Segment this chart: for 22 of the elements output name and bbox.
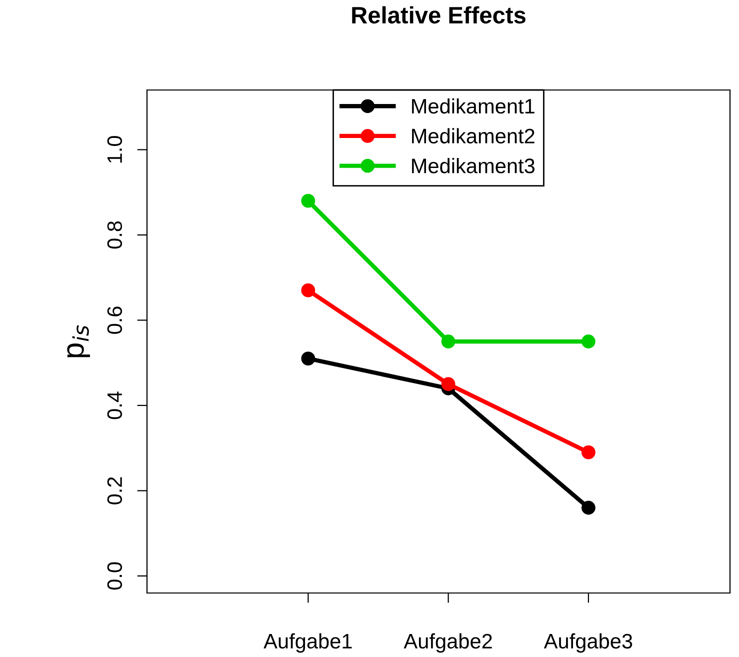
point [582, 334, 596, 348]
point [301, 352, 316, 366]
x-tick-label: Aufgabe2 [404, 633, 492, 653]
legend-label: Medikament1 [412, 98, 534, 114]
y-tick-label: 0.4 [107, 392, 122, 420]
point [301, 283, 316, 298]
chart-title: Relative Effects [352, 6, 526, 24]
point [441, 377, 456, 392]
point [301, 194, 316, 208]
point [441, 334, 456, 348]
y-tick-label: 0.0 [107, 562, 122, 590]
y-axis-title: p$_{is}$ [67, 325, 90, 358]
y-tick-label: 1.0 [107, 136, 122, 163]
x-tick-label: Aufgabe1 [264, 633, 352, 653]
point [582, 445, 596, 460]
x-tick-label: Aufgabe3 [544, 633, 632, 653]
point [582, 500, 596, 515]
legend-label: Medikament2 [412, 128, 534, 144]
y-tick-label: 0.2 [107, 477, 122, 504]
legend-label: Medikament3 [412, 158, 534, 174]
y-tick-label: 0.8 [107, 221, 122, 249]
y-tick-label: 0.6 [107, 306, 122, 334]
